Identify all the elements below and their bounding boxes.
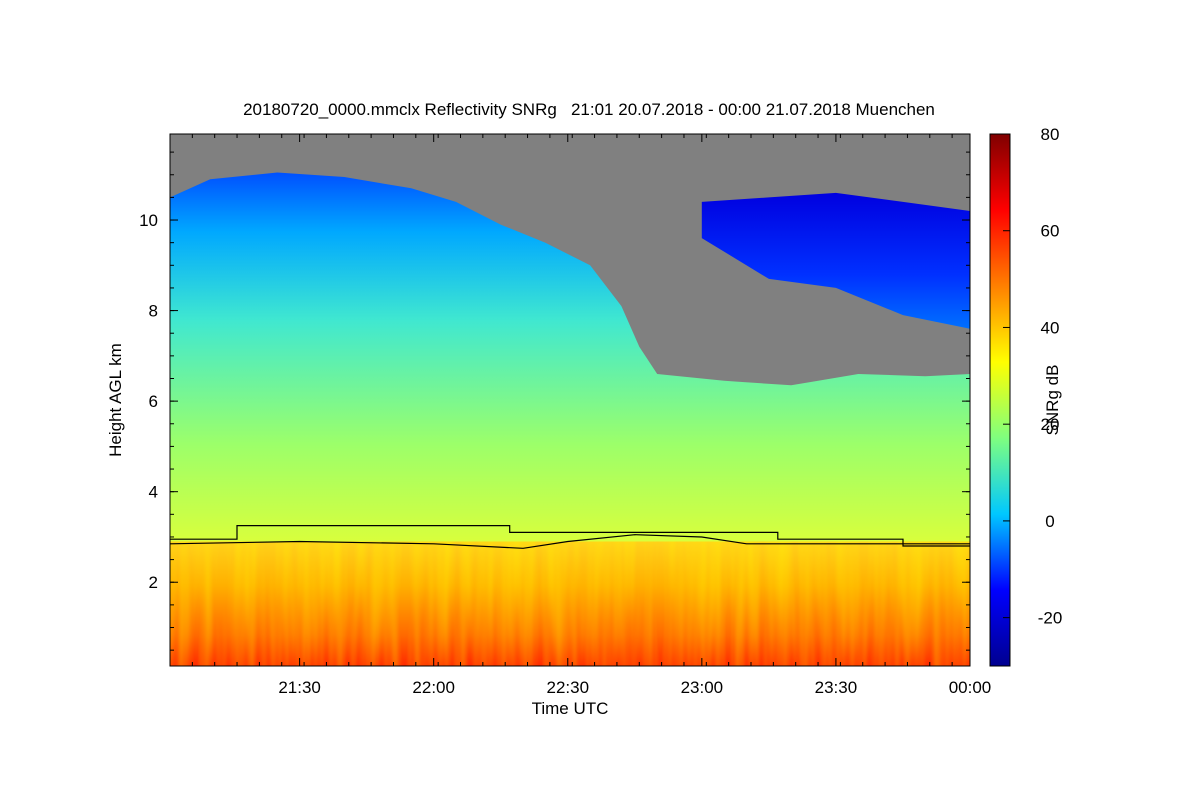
x-tick-label: 23:30 [815,678,858,697]
colorbar-tick-label: 0 [1045,512,1054,531]
x-tick-label: 22:30 [546,678,589,697]
colorbar-tick-label: 60 [1041,222,1060,241]
colorbar-tick-label: 40 [1041,318,1060,337]
colorbar-label: SNRg dB [1043,365,1062,436]
x-tick-label: 21:30 [278,678,321,697]
x-tick-label: 22:00 [412,678,455,697]
plot-area [170,134,970,666]
y-axis: 2 4 6 8 10 [139,151,970,651]
x-tick-label: 23:00 [681,678,724,697]
colorbar-tick-label: 80 [1041,125,1060,144]
x-axis: 21:30 22:00 22:30 23:00 23:30 00:00 [169,134,992,697]
y-tick-label: 4 [149,483,158,502]
upper-cloud-layer [701,192,970,329]
plot-frame [169,133,971,667]
echo-streaks [170,541,970,666]
colorbar-tick-label: 20 [1041,415,1060,434]
overlay-line-1 [170,524,970,547]
colorbar-gradient [989,133,1011,667]
y-tick-label: 10 [139,211,158,230]
y-tick-label: 8 [149,302,158,321]
colorbar: -20 0 20 40 60 80 SNRg dB [989,125,1062,667]
x-axis-label: Time UTC [532,699,609,718]
x-tick-label: 00:00 [949,678,992,697]
chart-title: 20180720_0000.mmclx Reflectivity SNRg 21… [243,100,935,119]
colorbar-tick-label: -20 [1038,609,1063,628]
overlay-line-2 [170,534,970,549]
y-axis-label: Height AGL km [106,343,125,457]
y-tick-label: 6 [149,392,158,411]
y-tick-label: 2 [149,573,158,592]
overlay-lines [170,524,970,549]
colorbar-ticks: -20 0 20 40 60 80 [1003,125,1062,628]
